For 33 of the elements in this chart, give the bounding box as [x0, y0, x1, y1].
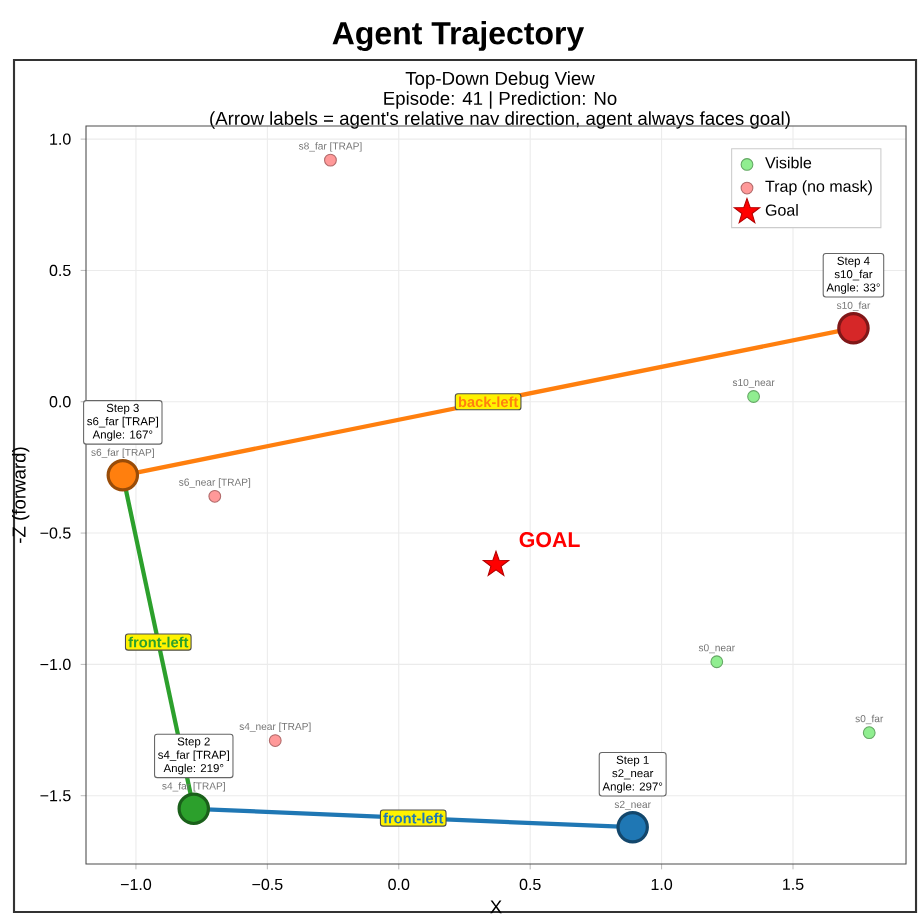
y-axis-title: -Z (forward): [11, 447, 30, 543]
x-tick-label: −1.0: [120, 878, 152, 891]
x-axis-title: X: [490, 900, 502, 914]
chart-title: Agent Trajectory: [332, 21, 585, 51]
legend-label: Visible: [765, 156, 812, 169]
x-tick-label: 1.0: [651, 878, 673, 891]
x-tick-label: −0.5: [252, 878, 283, 891]
x-tick-label: 0.0: [388, 878, 410, 891]
legend-label: Trap (no mask): [765, 180, 872, 196]
point: [106, 459, 140, 492]
point: [747, 390, 760, 403]
point: [208, 489, 222, 503]
point: [482, 550, 510, 576]
text: Episode: 41 | Prediction: No: [384, 91, 617, 109]
y-tick-label: −1.0: [40, 658, 71, 671]
annotation: GOAL: [519, 532, 580, 548]
point: [862, 726, 876, 740]
point: [710, 655, 724, 669]
point: [324, 153, 337, 167]
x-tick-label: 1.5: [783, 878, 804, 890]
y-tick-label: 0.0: [49, 396, 71, 408]
point: [177, 792, 211, 826]
chart-subtitle: Top-Down Debug View: [405, 71, 595, 89]
annotation: (Arrow labels = agent's relative nav direction, agent always faces goal): [210, 111, 790, 129]
y-tick-label: −1.5: [40, 790, 71, 802]
y-tick-label: 1.0: [50, 133, 71, 145]
legend-label: Goal: [765, 204, 798, 216]
x-tick-label: 0.5: [519, 878, 541, 891]
y-tick-label: −0.5: [40, 527, 71, 539]
point: [268, 734, 282, 747]
point: [616, 810, 649, 844]
y-tick-label: 0.5: [49, 264, 71, 277]
point: [837, 311, 870, 345]
